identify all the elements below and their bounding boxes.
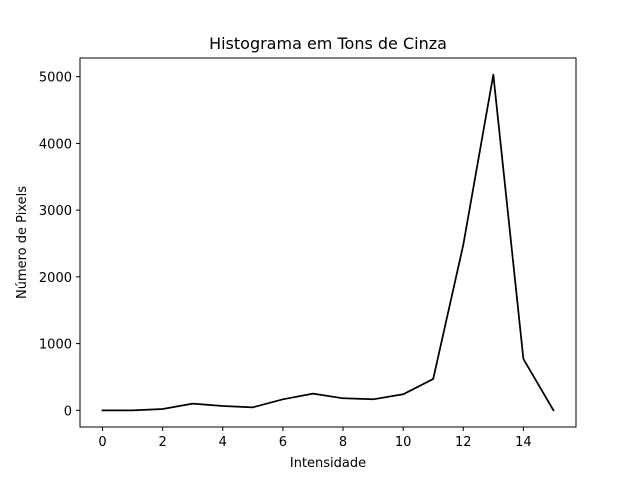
plot-frame (79, 57, 577, 428)
x-tick-label: 14 (515, 435, 532, 450)
y-tick-label: 2000 (39, 271, 72, 286)
series-line (101, 73, 555, 412)
plot-area: 0 2 4 6 8 10 12 14 0 1000 2000 3000 4000 5000 (39, 71, 555, 450)
x-axis-label: Intensidade (290, 456, 366, 471)
y-tick-label: 0 (64, 404, 72, 419)
x-tick-label: 2 (159, 435, 167, 450)
x-tick-label: 10 (395, 435, 412, 450)
chart-title: Histograma em Tons de Cinza (209, 34, 447, 53)
y-tick-label: 5000 (39, 71, 72, 86)
y-axis-label: Número de Pixels (15, 186, 30, 299)
x-tick-label: 6 (279, 435, 287, 450)
y-tick-label: 1000 (39, 338, 72, 353)
x-tick-label: 12 (455, 435, 472, 450)
y-tick-label: 4000 (39, 137, 72, 152)
x-tick-label: 0 (98, 435, 106, 450)
x-tick-label: 8 (339, 435, 347, 450)
y-tick-label: 3000 (39, 204, 72, 219)
x-tick-label: 4 (219, 435, 227, 450)
